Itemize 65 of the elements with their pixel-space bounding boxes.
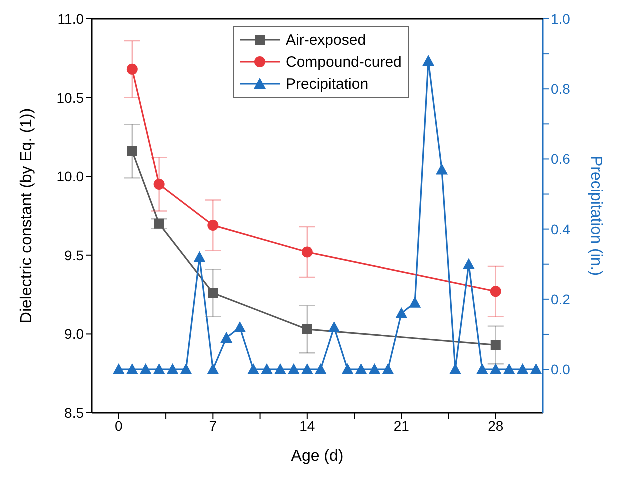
point <box>288 364 300 375</box>
point <box>462 258 475 270</box>
point <box>301 364 314 375</box>
point <box>208 220 219 231</box>
point <box>153 364 166 375</box>
point <box>234 321 246 332</box>
point <box>248 364 260 375</box>
point <box>126 364 138 375</box>
point <box>355 364 368 375</box>
point <box>314 364 327 375</box>
point <box>490 364 502 375</box>
point <box>302 246 313 258</box>
x-tick-label: 14 <box>300 418 316 434</box>
point <box>422 55 435 66</box>
y2-tick-label: 0.8 <box>551 81 571 98</box>
y2-axis-title: Precipitation (in.) <box>587 156 604 276</box>
legend-label: Compound-cured <box>286 54 402 70</box>
y-tick-label: 9.0 <box>64 326 84 342</box>
legend-label: Precipitation <box>286 76 369 92</box>
y-tick-label: 10.0 <box>56 168 84 185</box>
y-axis-title: Dielectric constant (by Eq. (1)) <box>18 108 36 324</box>
point <box>194 251 206 262</box>
point <box>261 364 274 375</box>
point <box>436 164 448 175</box>
point <box>220 332 233 343</box>
point <box>476 364 488 375</box>
point <box>302 324 312 334</box>
point <box>207 364 220 375</box>
point <box>126 64 138 75</box>
point <box>396 307 408 318</box>
point <box>382 364 394 375</box>
x-tick-label: 7 <box>209 418 218 434</box>
y2-tick-label: 0.0 <box>551 362 571 378</box>
legend-label: Air-exposed <box>286 32 366 48</box>
point <box>154 178 165 190</box>
y2-tick-label: 0.6 <box>551 151 571 168</box>
point <box>490 286 502 298</box>
point <box>490 340 501 350</box>
point <box>530 364 542 375</box>
point <box>503 364 516 375</box>
point <box>112 364 125 375</box>
point <box>180 364 192 375</box>
point <box>274 364 286 375</box>
y2-tick-label: 0.4 <box>551 221 571 238</box>
point <box>449 364 462 375</box>
y2-tick-label: 0.2 <box>551 291 571 308</box>
y-tick-label: 11.0 <box>58 10 84 27</box>
y-tick-label: 9.5 <box>64 247 84 264</box>
x-tick-label: 21 <box>394 418 410 434</box>
y-tick-label: 10.5 <box>56 90 84 106</box>
point <box>409 296 422 308</box>
y-tick-label: 8.5 <box>64 404 84 421</box>
point <box>368 364 381 375</box>
point <box>154 218 164 229</box>
y2-tick-label: 1.0 <box>551 10 571 27</box>
x-tick-label: 0 <box>115 418 124 434</box>
x-tick-label: 28 <box>488 418 504 434</box>
point <box>140 364 152 375</box>
point <box>208 288 218 298</box>
x-axis-title: Age (d) <box>291 448 344 465</box>
point <box>342 364 354 375</box>
point <box>328 321 340 332</box>
point <box>127 146 138 156</box>
point <box>516 364 529 375</box>
point <box>166 364 179 375</box>
